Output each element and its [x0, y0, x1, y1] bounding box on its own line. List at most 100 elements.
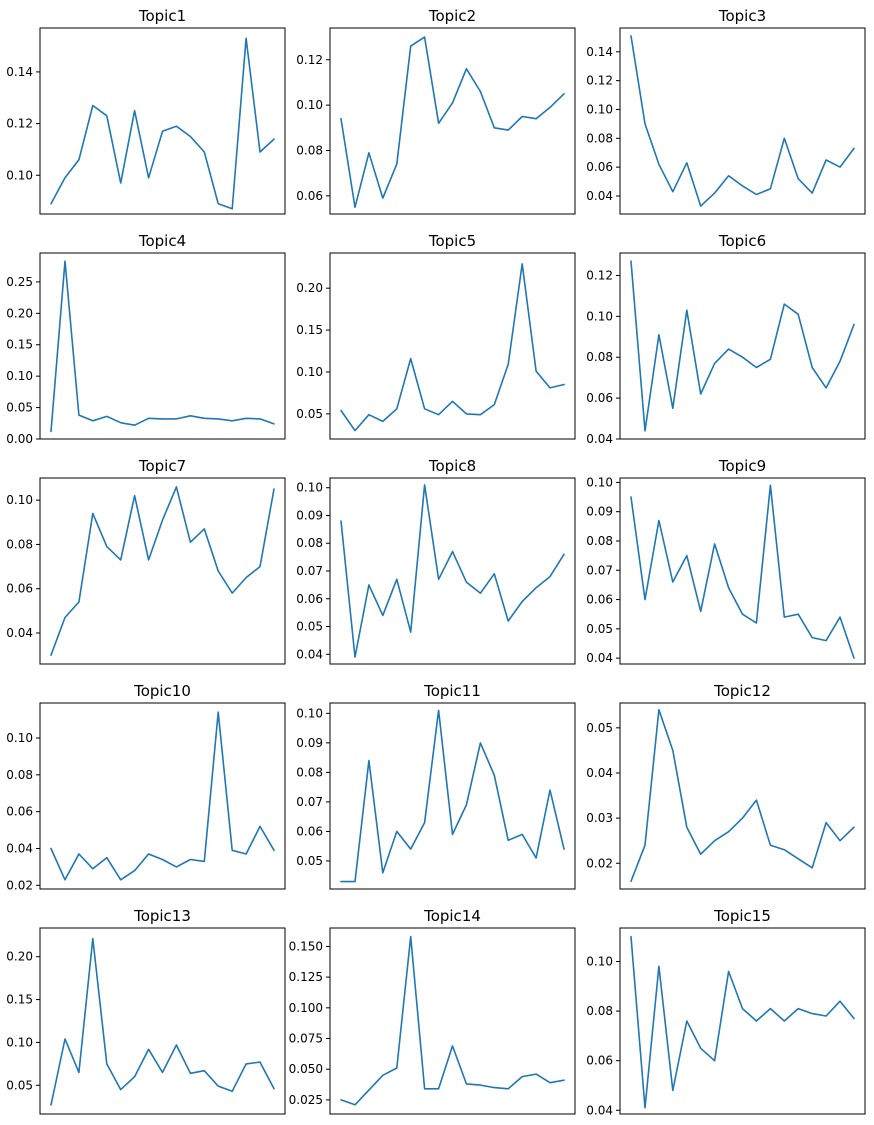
series-line: [630, 708, 855, 883]
series-line: [630, 260, 855, 432]
y-tick-label: 0.06: [296, 189, 323, 203]
series-line: [50, 486, 275, 656]
y-tick-label: 0.10: [586, 475, 613, 489]
y-tick-label: 0.08: [296, 765, 323, 779]
axes-frame: [39, 927, 286, 1115]
axes-frame: [329, 252, 576, 440]
y-tick-label: 0.10: [586, 102, 613, 116]
axes-frame: [329, 27, 576, 215]
y-tick-label: 0.15: [296, 323, 323, 337]
axes-frame: [39, 477, 286, 665]
y-tick-label: 0.10: [296, 365, 323, 379]
panel-title: Topic3: [718, 7, 766, 25]
y-tick-label: 0.050: [289, 1062, 323, 1076]
y-tick-label: 0.04: [296, 647, 323, 661]
y-tick-label: 0.08: [586, 350, 613, 364]
y-tick-label: 0.10: [6, 493, 33, 507]
y-tick-label: 0.06: [296, 824, 323, 838]
y-tick-label: 0.20: [296, 281, 323, 295]
y-tick-label: 0.06: [296, 592, 323, 606]
axes-frame: [619, 477, 866, 665]
y-tick-label: 0.08: [6, 768, 33, 782]
y-tick-label: 0.04: [586, 651, 613, 665]
y-tick-label: 0.08: [6, 537, 33, 551]
y-tick-label: 0.075: [289, 1031, 323, 1045]
y-tick-label: 0.04: [6, 626, 33, 640]
axes-frame: [619, 27, 866, 215]
y-tick-label: 0.14: [586, 45, 613, 59]
panel-10: Topic10 0.02 0.04 0.06 0.08 0.10: [6, 682, 286, 892]
panel-6: Topic6 0.04 0.06 0.08 0.10 0.12: [586, 232, 866, 446]
y-tick-label: 0.08: [586, 131, 613, 145]
y-tick-label: 0.12: [586, 74, 613, 88]
axes-frame: [39, 702, 286, 890]
y-tick-label: 0.20: [6, 950, 33, 964]
y-tick-label: 0.05: [586, 721, 613, 735]
y-tick-label: 0.14: [6, 65, 33, 79]
y-tick-label: 0.100: [289, 1001, 323, 1015]
y-tick-label: 0.08: [296, 536, 323, 550]
y-tick-label: 0.04: [586, 432, 613, 446]
panel-8: Topic8 0.04 0.05 0.06 0.07 0.08 0.09 0.10: [296, 457, 576, 665]
axes-frame: [329, 702, 576, 890]
y-tick-label: 0.02: [6, 878, 33, 892]
y-tick-label: 0.03: [586, 811, 613, 825]
y-tick-label: 0.04: [586, 189, 613, 203]
y-tick-label: 0.06: [6, 805, 33, 819]
panel-title: Topic10: [133, 682, 191, 700]
y-tick-label: 0.10: [296, 98, 323, 112]
y-tick-label: 0.10: [6, 1035, 33, 1049]
y-tick-label: 0.05: [586, 622, 613, 636]
panel-title: Topic8: [428, 457, 476, 475]
y-tick-label: 0.09: [296, 736, 323, 750]
panel-title: Topic2: [428, 7, 476, 25]
y-tick-label: 0.125: [289, 970, 323, 984]
y-tick-label: 0.02: [586, 856, 613, 870]
y-tick-label: 0.05: [296, 407, 323, 421]
y-tick-label: 0.05: [6, 401, 33, 415]
y-tick-label: 0.07: [296, 564, 323, 578]
axes-frame: [329, 477, 576, 665]
series-line: [340, 36, 565, 208]
y-tick-label: 0.025: [289, 1093, 323, 1107]
y-tick-label: 0.12: [6, 117, 33, 131]
panel-title: Topic4: [138, 232, 186, 250]
y-tick-label: 0.00: [6, 432, 33, 446]
series-line: [630, 484, 855, 659]
y-tick-label: 0.06: [586, 160, 613, 174]
y-tick-label: 0.10: [6, 168, 33, 182]
panel-title: Topic5: [428, 232, 476, 250]
panel-5: Topic5 0.05 0.10 0.15 0.20: [296, 232, 576, 440]
series-line: [340, 935, 565, 1106]
panel-title: Topic14: [423, 907, 481, 925]
y-tick-label: 0.04: [586, 766, 613, 780]
y-tick-label: 0.09: [586, 505, 613, 519]
panel-title: Topic13: [133, 907, 191, 925]
series-line: [50, 260, 275, 433]
panel-1: Topic1 0.10 0.12 0.14: [6, 7, 286, 215]
panel-9: Topic9 0.04 0.05 0.06 0.07 0.08 0.09 0.10: [586, 457, 866, 665]
y-tick-label: 0.06: [6, 582, 33, 596]
axes-frame: [39, 252, 286, 440]
series-line: [50, 37, 275, 210]
y-tick-label: 0.07: [586, 563, 613, 577]
y-tick-label: 0.10: [586, 309, 613, 323]
y-tick-label: 0.150: [289, 939, 323, 953]
y-tick-label: 0.08: [296, 143, 323, 157]
y-tick-label: 0.06: [586, 1054, 613, 1068]
y-tick-label: 0.10: [586, 954, 613, 968]
series-line: [630, 35, 855, 207]
panel-12: Topic12 0.02 0.03 0.04 0.05: [586, 682, 866, 890]
series-line: [50, 937, 275, 1106]
series-line: [630, 935, 855, 1109]
panel-11: Topic11 0.05 0.06 0.07 0.08 0.09 0.10: [296, 682, 576, 890]
y-tick-label: 0.08: [586, 534, 613, 548]
y-tick-label: 0.07: [296, 795, 323, 809]
y-tick-label: 0.04: [6, 841, 33, 855]
panel-7: Topic7 0.04 0.06 0.08 0.10: [6, 457, 286, 665]
y-tick-label: 0.06: [586, 593, 613, 607]
panel-15: Topic15 0.04 0.06 0.08 0.10: [586, 907, 866, 1117]
panel-4: Topic4 0.00 0.05 0.10 0.15 0.20 0.25: [6, 232, 286, 446]
y-tick-label: 0.15: [6, 338, 33, 352]
